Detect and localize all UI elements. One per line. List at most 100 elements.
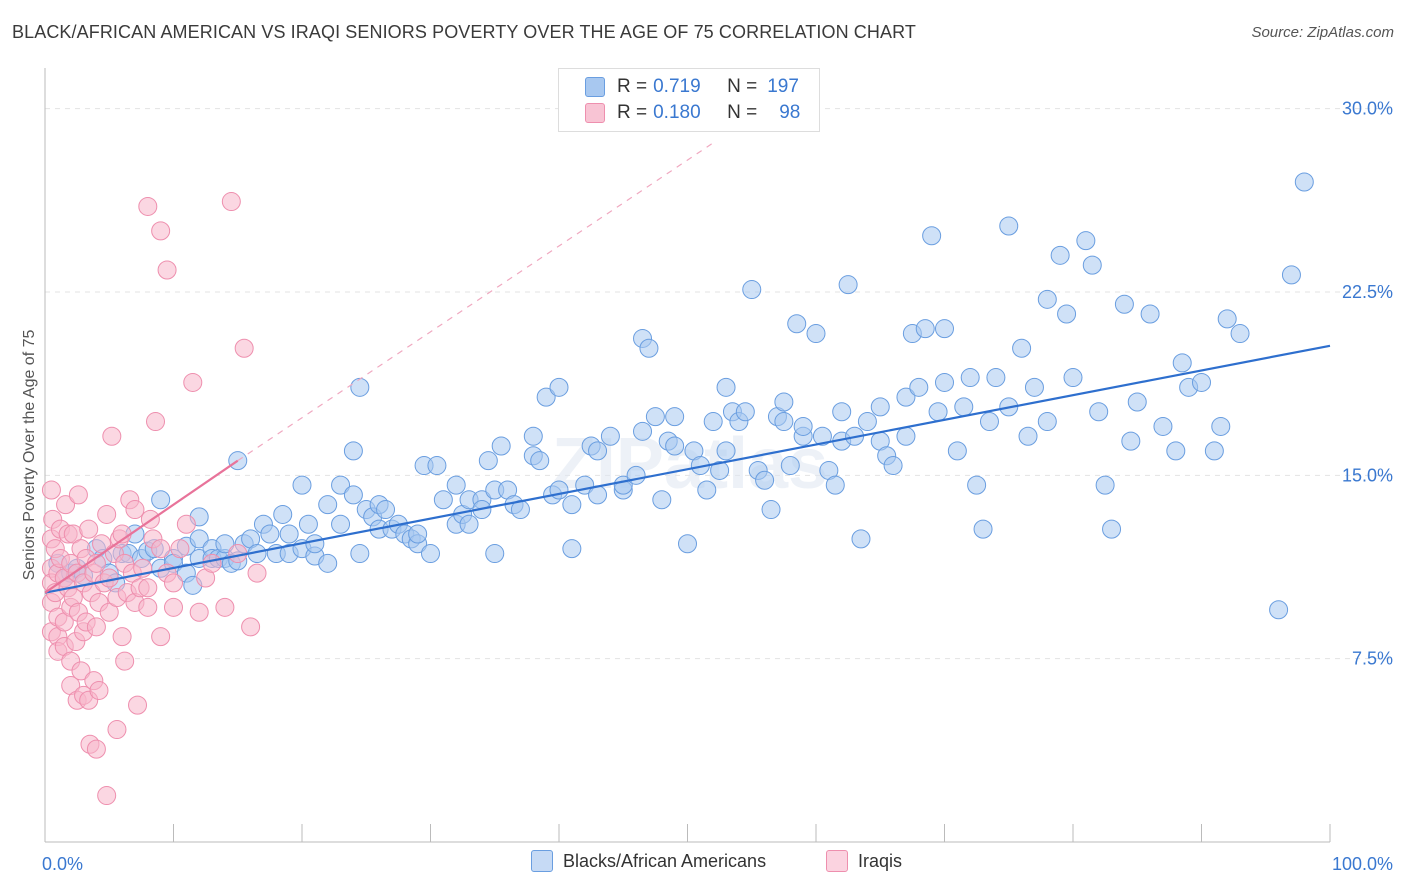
point-iraqis xyxy=(151,539,171,559)
point-iraqis xyxy=(164,573,183,593)
point-iraqis xyxy=(221,192,241,212)
legend-swatch-blue xyxy=(531,850,553,872)
point-blacks xyxy=(909,377,929,397)
point-blacks xyxy=(838,275,858,295)
point-blacks xyxy=(935,319,954,339)
point-blacks xyxy=(678,534,697,554)
point-blacks xyxy=(1140,304,1160,324)
point-blacks xyxy=(870,397,890,417)
point-blacks xyxy=(742,280,762,300)
point-iraqis xyxy=(138,597,158,617)
legend-label: Iraqis xyxy=(858,850,903,871)
point-blacks xyxy=(350,377,370,397)
point-blacks xyxy=(1102,519,1122,539)
point-blacks xyxy=(1037,289,1057,309)
point-blacks xyxy=(1095,475,1115,495)
point-blacks xyxy=(279,524,299,544)
trend-line-iraqis xyxy=(44,459,239,594)
point-iraqis xyxy=(146,412,166,432)
point-blacks xyxy=(703,412,723,432)
gridlines xyxy=(45,108,1392,660)
point-blacks xyxy=(331,475,351,495)
point-iraqis xyxy=(138,196,158,216)
point-blacks xyxy=(350,544,370,564)
point-blacks xyxy=(1018,426,1038,446)
point-blacks xyxy=(645,407,665,427)
point-blacks xyxy=(755,470,775,490)
point-blacks xyxy=(600,426,620,446)
x-tick-label: 0.0% xyxy=(42,854,83,874)
trend-line-blacks xyxy=(44,344,1331,594)
point-blacks xyxy=(928,402,948,422)
y-tick-label: 30.0% xyxy=(1342,99,1393,119)
point-blacks xyxy=(1057,304,1077,324)
point-blacks xyxy=(1012,338,1032,358)
point-iraqis xyxy=(107,720,127,740)
point-iraqis xyxy=(164,597,183,617)
point-blacks xyxy=(665,436,685,456)
point-blacks xyxy=(832,402,852,422)
legend-r-value: 0.719 xyxy=(653,76,701,97)
legend-r-label: R = xyxy=(617,102,648,123)
point-blacks xyxy=(588,441,608,461)
point-iraqis xyxy=(189,602,209,622)
point-blacks xyxy=(999,216,1019,236)
point-blacks xyxy=(523,426,543,446)
point-blacks xyxy=(851,529,871,549)
point-blacks xyxy=(1089,402,1109,422)
point-blacks xyxy=(427,456,447,476)
point-blacks xyxy=(1127,392,1147,412)
point-iraqis xyxy=(138,578,158,598)
point-blacks xyxy=(536,387,556,407)
point-blacks xyxy=(761,500,781,520)
correlation-legend: R = 0.719 N = 197 R = 0.180 N = 98 xyxy=(558,68,820,132)
point-iraqis xyxy=(202,553,222,573)
point-iraqis xyxy=(97,786,117,806)
point-blacks xyxy=(716,377,736,397)
point-blacks xyxy=(273,504,293,524)
point-blacks xyxy=(491,436,511,456)
point-iraqis xyxy=(151,627,171,647)
point-blacks xyxy=(960,368,980,388)
x-tick-label: 100.0% xyxy=(1332,854,1393,874)
trend-lines xyxy=(44,142,1331,594)
point-iraqis xyxy=(112,627,132,647)
point-iraqis xyxy=(86,739,106,759)
point-blacks xyxy=(710,460,730,480)
point-iraqis xyxy=(86,617,106,637)
axes xyxy=(44,68,1331,843)
legend-r-value: 0.180 xyxy=(653,102,701,123)
point-blacks xyxy=(318,553,338,573)
y-tick-label: 7.5% xyxy=(1352,649,1393,669)
point-iraqis xyxy=(215,597,235,617)
point-blacks xyxy=(215,534,235,554)
point-blacks xyxy=(408,524,428,544)
point-blacks xyxy=(979,412,999,432)
point-iraqis xyxy=(97,504,117,524)
point-blacks xyxy=(318,495,338,515)
point-iraqis xyxy=(170,539,190,559)
point-iraqis xyxy=(71,661,91,681)
point-blacks xyxy=(1024,377,1044,397)
point-blacks xyxy=(735,402,755,422)
point-iraqis xyxy=(115,651,135,671)
point-iraqis xyxy=(151,221,171,241)
point-blacks xyxy=(1076,231,1096,251)
point-iraqis xyxy=(68,485,88,505)
point-blacks xyxy=(1217,309,1237,329)
point-iraqis xyxy=(128,695,148,715)
point-blacks xyxy=(812,426,832,446)
point-blacks xyxy=(774,392,794,412)
point-blacks xyxy=(151,490,171,510)
point-blacks xyxy=(459,514,479,534)
tick-labels: 7.5% 15.0% 22.5% 30.0% 0.0% 100.0% xyxy=(42,99,1393,874)
legend-item-iraqis: Iraqis xyxy=(826,850,902,872)
legend-item-blacks: Blacks/African Americans xyxy=(531,850,766,872)
point-iraqis xyxy=(89,680,109,700)
point-iraqis xyxy=(247,563,267,583)
point-blacks xyxy=(478,451,498,471)
point-blacks xyxy=(626,465,646,485)
point-blacks xyxy=(549,377,569,397)
point-blacks xyxy=(530,451,550,471)
